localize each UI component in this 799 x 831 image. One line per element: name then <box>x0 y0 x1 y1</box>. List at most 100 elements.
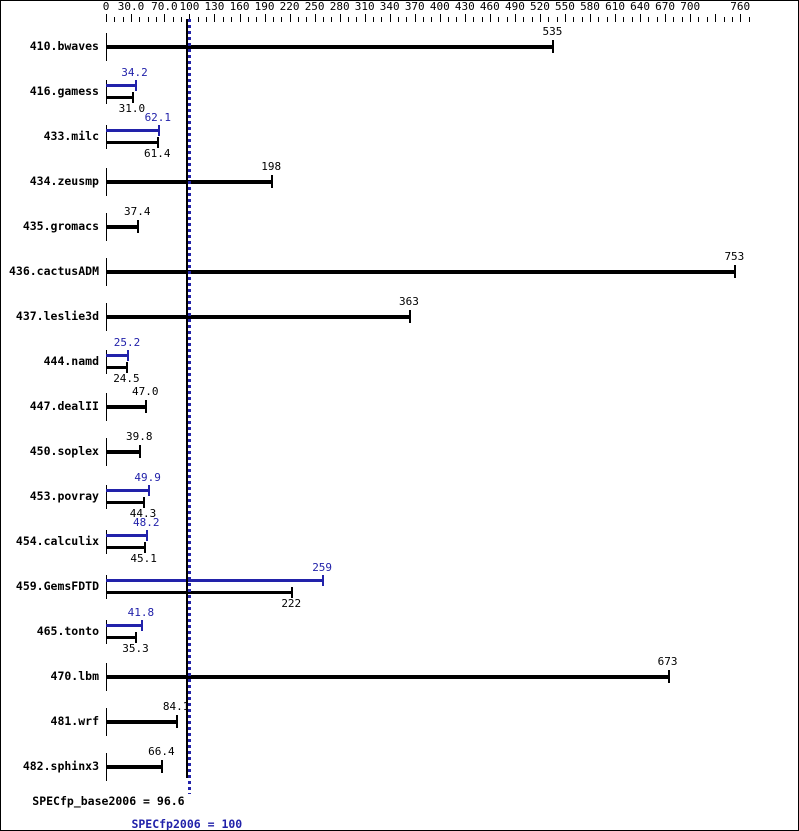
bar-value-label-peak: 259 <box>312 561 333 574</box>
axis-major-tick <box>590 14 591 22</box>
benchmark-row: 436.cactusADM 753 <box>1 250 798 295</box>
axis-minor-tick <box>231 17 233 22</box>
bar-base <box>106 450 140 454</box>
axis-major-tick <box>665 14 667 22</box>
benchmark-row: 465.tonto 41.8 35.3 <box>1 607 798 655</box>
axis-minor-tick <box>648 17 650 22</box>
axis-minor-tick <box>498 17 500 22</box>
benchmark-row: 482.sphinx3 66.4 <box>1 745 798 790</box>
axis-minor-tick <box>398 17 400 22</box>
bar-base <box>106 546 144 549</box>
bar-value-label-base: 37.4 <box>123 205 151 218</box>
axis-minor-tick <box>473 17 475 22</box>
axis-minor-tick <box>573 17 575 22</box>
bar-end-cap-base <box>408 310 411 323</box>
axis-minor-tick <box>222 17 224 22</box>
bar-peak <box>106 354 128 357</box>
benchmark-name-label: 433.milc <box>43 129 99 143</box>
axis-major-tick <box>514 14 516 22</box>
bar-base <box>106 636 136 639</box>
axis-minor-tick <box>731 17 733 22</box>
bar-end-cap-base <box>291 587 294 598</box>
bar-end-cap-base <box>142 497 145 508</box>
benchmark-row: 435.gromacs 37.4 <box>1 205 798 250</box>
axis-major-tick <box>131 14 133 22</box>
bar-value-label-base: 222 <box>281 597 302 610</box>
benchmark-name-label: 453.povray <box>29 489 99 503</box>
axis-tick-label: 490 <box>504 0 525 13</box>
row-origin-stub <box>106 575 107 599</box>
axis-minor-tick <box>556 17 558 22</box>
benchmark-row: 470.lbm 673 <box>1 655 798 700</box>
bar-end-cap-peak <box>147 485 150 496</box>
row-origin-stub <box>106 80 107 104</box>
bar-end-cap-base <box>126 362 129 373</box>
axis-tick-label: 250 <box>304 0 325 13</box>
bar-base <box>106 720 177 724</box>
axis-minor-tick <box>406 17 408 22</box>
bar-value-label-base: 753 <box>724 250 745 263</box>
bar-value-label-base: 31.0 <box>118 102 146 115</box>
axis-minor-tick <box>172 17 174 22</box>
bar-value-label-base: 47.0 <box>131 385 159 398</box>
benchmark-row: 481.wrf 84.1 <box>1 700 798 745</box>
axis-tick-label: 430 <box>454 0 475 13</box>
axis-tick-label: 670 <box>655 0 676 13</box>
axis-minor-tick <box>272 17 274 22</box>
axis-tick-label: 280 <box>329 0 350 13</box>
axis-major-tick <box>414 14 416 22</box>
bar-value-label-base: 44.3 <box>129 507 157 520</box>
axis-minor-tick <box>122 17 124 22</box>
axis-minor-tick <box>306 17 308 22</box>
axis-minor-tick <box>598 17 600 22</box>
axis-minor-tick <box>423 17 425 22</box>
row-origin-stub <box>106 485 107 509</box>
bar-peak <box>106 534 147 537</box>
axis-minor-tick <box>523 17 525 22</box>
axis-major-tick <box>615 14 617 22</box>
axis-minor-tick <box>297 17 299 22</box>
bar-end-cap-peak <box>140 620 143 631</box>
bar-end-cap-base <box>135 632 138 643</box>
bar-end-cap-base <box>143 542 146 553</box>
benchmark-name-label: 436.cactusADM <box>8 264 99 278</box>
axis-minor-tick <box>706 17 708 22</box>
benchmark-name-label: 470.lbm <box>50 669 99 683</box>
axis-minor-tick <box>656 17 658 22</box>
bar-end-cap-peak <box>157 125 160 136</box>
axis-tick-label: 340 <box>379 0 400 13</box>
axis-major-tick <box>489 14 491 22</box>
benchmark-name-label: 437.leslie3d <box>15 309 99 323</box>
bar-value-label-peak: 25.2 <box>113 336 141 349</box>
axis-major-tick <box>364 14 366 22</box>
axis-minor-tick <box>748 17 750 22</box>
axis-major-tick <box>214 14 216 22</box>
axis-tick-label: 0 <box>102 0 110 13</box>
bar-end-cap-base <box>176 715 179 728</box>
bar-value-label-base: 535 <box>542 25 563 38</box>
axis-minor-tick <box>431 17 433 22</box>
bar-base <box>106 501 143 504</box>
axis-tick-label: 30.0 <box>117 0 145 13</box>
axis-minor-tick <box>114 17 116 22</box>
bar-base <box>106 405 146 409</box>
bar-end-cap-peak <box>322 575 325 586</box>
bar-value-label-base: 66.4 <box>148 745 175 758</box>
benchmark-row: 410.bwaves 535 <box>1 25 798 70</box>
benchmark-name-label: 434.zeusmp <box>29 174 99 188</box>
axis-major-tick <box>640 14 642 22</box>
axis-major-tick <box>339 14 341 22</box>
axis-minor-tick <box>531 17 533 22</box>
bar-base <box>106 96 132 99</box>
bar-end-cap-peak <box>134 80 137 91</box>
axis-major-tick <box>164 14 166 22</box>
bar-end-cap-base <box>139 445 142 458</box>
bar-value-label-base: 39.8 <box>125 430 153 443</box>
axis-tick-label: 100 <box>179 0 200 13</box>
axis-minor-tick <box>723 17 725 22</box>
bar-base <box>106 315 409 319</box>
axis-minor-tick <box>356 17 358 22</box>
benchmark-name-label: 450.soplex <box>29 444 99 458</box>
axis-tick-label: 220 <box>279 0 300 13</box>
bar-value-label-peak: 49.9 <box>134 471 161 484</box>
